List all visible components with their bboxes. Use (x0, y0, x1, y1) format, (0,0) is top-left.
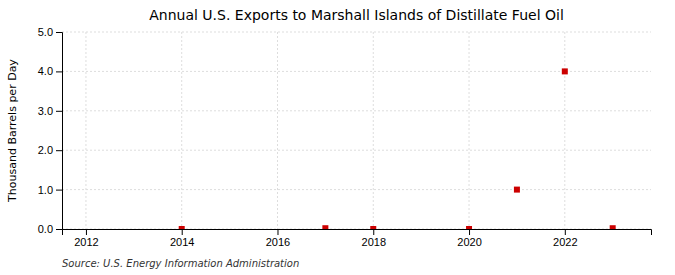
point (514, 187, 520, 193)
source: Source: U.S. Energy Information Administ… (62, 258, 299, 269)
point (322, 225, 328, 229)
tick: 2012 (74, 229, 98, 248)
grid-line-x (373, 32, 374, 229)
plot: 2012 2014 2016 2018 2020 2022 0.0 1.0 2.0 3.0 4.0 5… (38, 26, 652, 248)
grid-line-x (564, 32, 565, 229)
tick-mark (56, 150, 62, 151)
tick-label: 2018 (362, 236, 386, 248)
tick: 0.0 (38, 223, 62, 235)
tick-mark (56, 71, 62, 72)
tick: 2020 (457, 229, 481, 248)
grid-line-y (62, 150, 651, 151)
tick-mark (56, 190, 62, 191)
tick-mark (56, 111, 62, 112)
chart-svg: 2012 2014 2016 2018 2020 2022 0.0 1.0 2.0 3.0 4.0 5… (0, 0, 675, 275)
grid (62, 32, 651, 229)
axis-line (63, 230, 652, 236)
tick-label: 2012 (74, 236, 98, 248)
tick: 1.0 (38, 184, 62, 196)
tick-label: 2022 (553, 236, 577, 248)
tick: 2014 (170, 229, 194, 248)
point (370, 226, 376, 229)
tick-label: 0.0 (38, 223, 53, 235)
tick-mark (277, 229, 278, 235)
tick: 2018 (362, 229, 386, 248)
y-axis-label: Thousand Barrels per Day (6, 59, 19, 203)
grid-line-x (181, 32, 182, 229)
grid-line-y (62, 189, 651, 190)
tick-mark (565, 229, 566, 235)
point (179, 226, 185, 229)
grid-line-y (62, 32, 651, 33)
tick: 2022 (553, 229, 577, 248)
grid-line-y (62, 110, 651, 111)
tick-label: 2020 (457, 236, 481, 248)
tick-label: 2.0 (38, 144, 53, 156)
tick-mark (373, 229, 374, 235)
tick-mark (86, 229, 87, 235)
y-axis: 0.0 1.0 2.0 3.0 4.0 5.0 (38, 26, 63, 235)
tick: 3.0 (38, 105, 62, 117)
title: Annual U.S. Exports to Marshall Islands … (149, 7, 564, 23)
tick-mark (56, 32, 62, 33)
tick-mark (56, 229, 62, 230)
tick-label: 3.0 (38, 105, 53, 117)
tick-mark (469, 229, 470, 235)
point (466, 226, 472, 229)
grid-line-x (277, 32, 278, 229)
point (562, 68, 568, 74)
chart-container: 2012 2014 2016 2018 2020 2022 0.0 1.0 2.0 3.0 4.0 5… (0, 0, 675, 275)
tick: 2.0 (38, 144, 62, 156)
tick-mark (182, 229, 183, 235)
points (179, 68, 616, 229)
tick-label: 2016 (266, 236, 290, 248)
tick: 2016 (266, 229, 290, 248)
tick-label: 5.0 (38, 26, 53, 38)
x-axis: 2012 2014 2016 2018 2020 2022 (63, 229, 652, 248)
tick: 5.0 (38, 26, 62, 38)
tick: 4.0 (38, 65, 62, 77)
tick-label: 1.0 (38, 184, 53, 196)
tick-label: 4.0 (38, 65, 53, 77)
axis-line (56, 33, 63, 230)
grid-line-x (469, 32, 470, 229)
tick-label: 2014 (170, 236, 194, 248)
grid-line-x (85, 32, 86, 229)
point (610, 225, 616, 229)
